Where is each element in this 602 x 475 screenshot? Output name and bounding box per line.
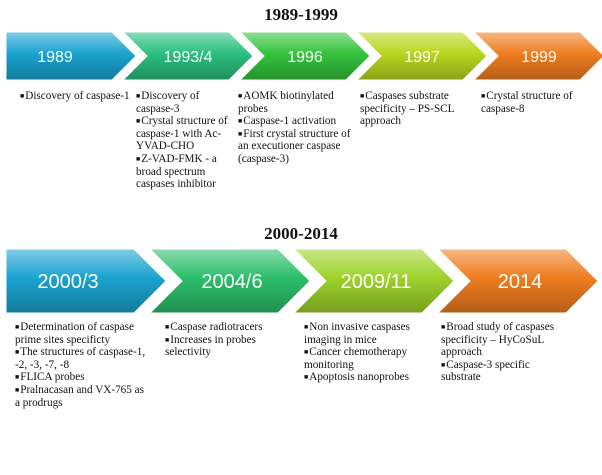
milestone-arrow-1989 <box>5 31 137 81</box>
bullet-square-icon: ■ <box>165 335 170 344</box>
milestone-note: ■FLICA probes <box>15 371 150 384</box>
bullet-square-icon: ■ <box>15 348 20 357</box>
bullet-square-icon: ■ <box>441 323 446 331</box>
milestone-label-2000-3: 2000/3 <box>37 271 98 293</box>
milestone-note: ■Caspase radiotracers <box>165 321 270 334</box>
bullet-square-icon: ■ <box>238 92 243 100</box>
milestone-note: ■Cancer chemotherapy monitoring <box>304 346 422 371</box>
milestone-label-1989: 1989 <box>37 49 73 66</box>
milestone-arrow-1997 <box>355 31 488 81</box>
milestone-notes-2004-6: ■Caspase radiotracers ■Increases in probe… <box>165 321 270 359</box>
milestone-label-2014: 2014 <box>498 271 543 293</box>
bullet-square-icon: ■ <box>20 92 25 100</box>
milestone-label-2009-11: 2009/11 <box>341 271 412 293</box>
milestone-note-text: First crystal structure of an executione… <box>238 127 351 165</box>
milestone-note: ■Increases in probes selectivity <box>165 334 270 359</box>
milestone-note-text: AOMK biotinylated probes <box>238 90 334 115</box>
milestone-note: ■AOMK biotinylated probes <box>238 90 353 115</box>
milestone-notes-2000-3: ■Determination of caspase prime sites sp… <box>15 321 150 409</box>
milestone-note-text: The structures of caspase-1, -2, -3, -7,… <box>15 346 146 371</box>
milestone-label-1997: 1997 <box>404 49 440 66</box>
milestone-note-text: Caspases substrate specificity – PS-SCL … <box>360 90 455 128</box>
milestone-note: ■Crystal structure of caspase-1 with Ac-… <box>136 115 232 153</box>
milestone-note: ■The structures of caspase-1, -2, -3, -7… <box>15 346 150 371</box>
milestone-label-2004-6: 2004/6 <box>201 271 262 293</box>
bullet-square-icon: ■ <box>304 348 309 357</box>
milestone-notes-2009-11: ■Non invasive caspases imaging in mice ■C… <box>304 321 422 384</box>
milestone-note: ■Determination of caspase prime sites sp… <box>15 321 150 346</box>
milestone-notes-2014: ■Broad study of caspases specificity – H… <box>441 321 566 384</box>
bullet-square-icon: ■ <box>165 323 170 331</box>
milestone-note-text: Caspase-3 specific substrate <box>441 358 530 384</box>
milestone-arrow-1999 <box>472 31 602 81</box>
milestone-note: ■Caspases substrate specificity – PS-SCL… <box>360 90 460 128</box>
milestone-arrow-1996 <box>238 31 371 81</box>
milestone-note-text: Crystal structure of caspase-1 with Ac-Y… <box>136 115 228 153</box>
milestone-label-1996: 1996 <box>287 49 323 66</box>
milestone-note-text: Z-VAD-FMK - a broad spectrum caspases in… <box>136 152 217 191</box>
bullet-square-icon: ■ <box>15 323 20 331</box>
milestone-note: ■Caspase-3 specific substrate <box>441 359 566 384</box>
milestone-note: ■Apoptosis nanoprobes <box>304 371 422 384</box>
milestone-note-text: Caspase-1 activation <box>243 115 337 128</box>
bullet-square-icon: ■ <box>481 92 486 100</box>
milestone-note: ■Broad study of caspases specificity – H… <box>441 321 566 359</box>
milestone-notes-1996: ■AOMK biotinylated probes ■Caspase-1 acti… <box>238 90 353 166</box>
period-title-2000-2014: 2000-2014 <box>264 224 338 243</box>
bullet-square-icon: ■ <box>238 117 243 126</box>
milestone-notes-1989: ■Discovery of caspase-1 <box>20 90 130 103</box>
milestone-note: ■Discovery of caspase-1 <box>20 90 130 103</box>
bullet-square-icon: ■ <box>15 385 20 394</box>
bullet-square-icon: ■ <box>304 323 309 331</box>
milestone-note-text: Crystal structure of caspase-8 <box>481 90 573 115</box>
milestone-arrow-2004-6 <box>148 248 311 314</box>
milestone-note: ■Discovery of caspase-3 <box>136 90 232 115</box>
milestone-arrow-1993-4 <box>121 31 254 81</box>
milestone-note-text: FLICA probes <box>20 371 85 384</box>
milestone-note-text: Caspase radiotracers <box>170 321 263 333</box>
bullet-square-icon: ■ <box>360 92 365 100</box>
bullet-square-icon: ■ <box>136 154 141 163</box>
milestone-arrow-2009-11 <box>292 248 455 314</box>
bullet-square-icon: ■ <box>304 373 309 382</box>
milestone-notes-1999: ■Crystal structure of caspase-8 <box>481 90 591 115</box>
milestone-note-text: Determination of caspase prime sites spe… <box>15 321 134 346</box>
milestone-note: ■Z-VAD-FMK - a broad spectrum caspases i… <box>136 153 232 191</box>
milestone-note: ■Non invasive caspases imaging in mice <box>304 321 422 346</box>
bullet-square-icon: ■ <box>136 92 141 100</box>
bullet-square-icon: ■ <box>15 373 20 382</box>
milestone-note: ■Crystal structure of caspase-8 <box>481 90 591 115</box>
milestone-note: ■First crystal structure of an execution… <box>238 128 353 166</box>
milestone-arrow-2014 <box>436 248 599 314</box>
milestone-note: ■Pralnacasan and VX-765 as a prodrugs <box>15 384 150 409</box>
milestone-notes-1993-4: ■Discovery of caspase-3 ■Crystal structur… <box>136 90 232 191</box>
milestone-arrow-2000-3 <box>5 248 167 314</box>
milestone-note-text: Cancer chemotherapy monitoring <box>304 346 408 371</box>
milestone-note-text: Broad study of caspases specificity – Hy… <box>441 321 555 359</box>
milestone-note: ■Caspase-1 activation <box>238 115 353 128</box>
bullet-square-icon: ■ <box>238 129 243 138</box>
milestone-note-text: Increases in probes selectivity <box>165 333 256 359</box>
bullet-square-icon: ■ <box>441 360 446 369</box>
milestone-note-text: Pralnacasan and VX-765 as a prodrugs <box>15 383 144 409</box>
milestone-note-text: Non invasive caspases imaging in mice <box>304 321 410 346</box>
milestone-note-text: Discovery of caspase-3 <box>136 90 200 115</box>
milestone-label-1993-4: 1993/4 <box>164 49 213 66</box>
period-title-1989-1999: 1989-1999 <box>264 5 338 24</box>
milestone-note-text: Discovery of caspase-1 <box>25 90 130 102</box>
bullet-square-icon: ■ <box>136 117 141 126</box>
milestone-notes-1997: ■Caspases substrate specificity – PS-SCL… <box>360 90 460 128</box>
milestone-label-1999: 1999 <box>521 49 557 66</box>
milestone-note-text: Apoptosis nanoprobes <box>309 371 409 384</box>
